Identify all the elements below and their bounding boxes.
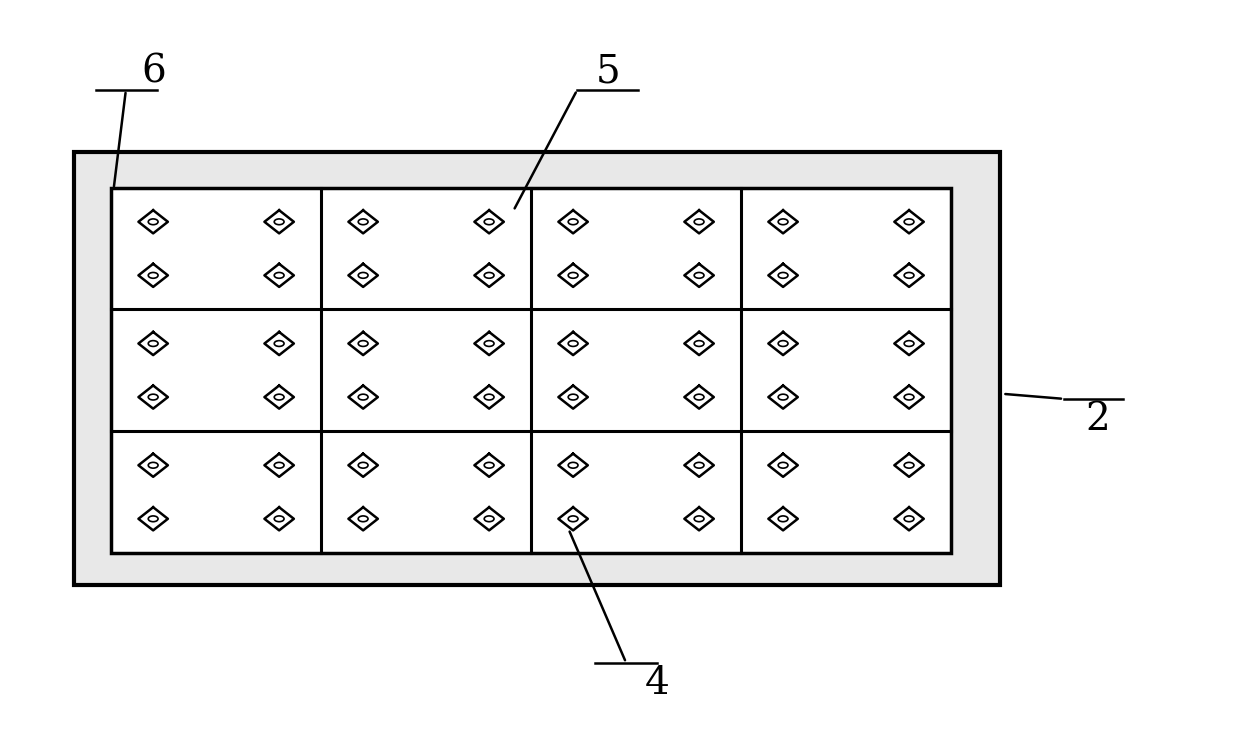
Circle shape xyxy=(694,340,704,346)
Circle shape xyxy=(694,394,704,400)
Circle shape xyxy=(568,219,578,225)
Circle shape xyxy=(274,219,284,225)
Circle shape xyxy=(358,516,368,522)
Circle shape xyxy=(779,273,787,279)
Circle shape xyxy=(149,219,157,225)
Text: 6: 6 xyxy=(141,54,166,91)
Text: 5: 5 xyxy=(595,54,620,91)
Circle shape xyxy=(484,219,494,225)
Circle shape xyxy=(484,340,494,346)
Bar xyxy=(74,152,1001,585)
Circle shape xyxy=(358,462,368,468)
Circle shape xyxy=(149,462,157,468)
Circle shape xyxy=(694,273,704,279)
Circle shape xyxy=(779,516,787,522)
Circle shape xyxy=(484,394,494,400)
Text: 4: 4 xyxy=(645,665,670,702)
Circle shape xyxy=(779,462,787,468)
Circle shape xyxy=(904,219,914,225)
Circle shape xyxy=(694,516,704,522)
Circle shape xyxy=(568,462,578,468)
Bar xyxy=(112,188,951,553)
Circle shape xyxy=(904,340,914,346)
Circle shape xyxy=(358,273,368,279)
Circle shape xyxy=(274,394,284,400)
Circle shape xyxy=(274,273,284,279)
Circle shape xyxy=(358,219,368,225)
Circle shape xyxy=(904,462,914,468)
Circle shape xyxy=(274,516,284,522)
Circle shape xyxy=(568,273,578,279)
Circle shape xyxy=(694,462,704,468)
Circle shape xyxy=(274,462,284,468)
Circle shape xyxy=(149,340,157,346)
Circle shape xyxy=(568,340,578,346)
Text: 2: 2 xyxy=(1086,401,1111,438)
Circle shape xyxy=(274,340,284,346)
Circle shape xyxy=(149,273,157,279)
Circle shape xyxy=(484,462,494,468)
Circle shape xyxy=(779,219,787,225)
Circle shape xyxy=(484,273,494,279)
Circle shape xyxy=(358,340,368,346)
Circle shape xyxy=(149,394,157,400)
Circle shape xyxy=(694,219,704,225)
Circle shape xyxy=(904,516,914,522)
Circle shape xyxy=(779,340,787,346)
Circle shape xyxy=(568,394,578,400)
Circle shape xyxy=(484,516,494,522)
Circle shape xyxy=(568,516,578,522)
Circle shape xyxy=(358,394,368,400)
Circle shape xyxy=(904,273,914,279)
Circle shape xyxy=(779,394,787,400)
Circle shape xyxy=(149,516,157,522)
Circle shape xyxy=(904,394,914,400)
